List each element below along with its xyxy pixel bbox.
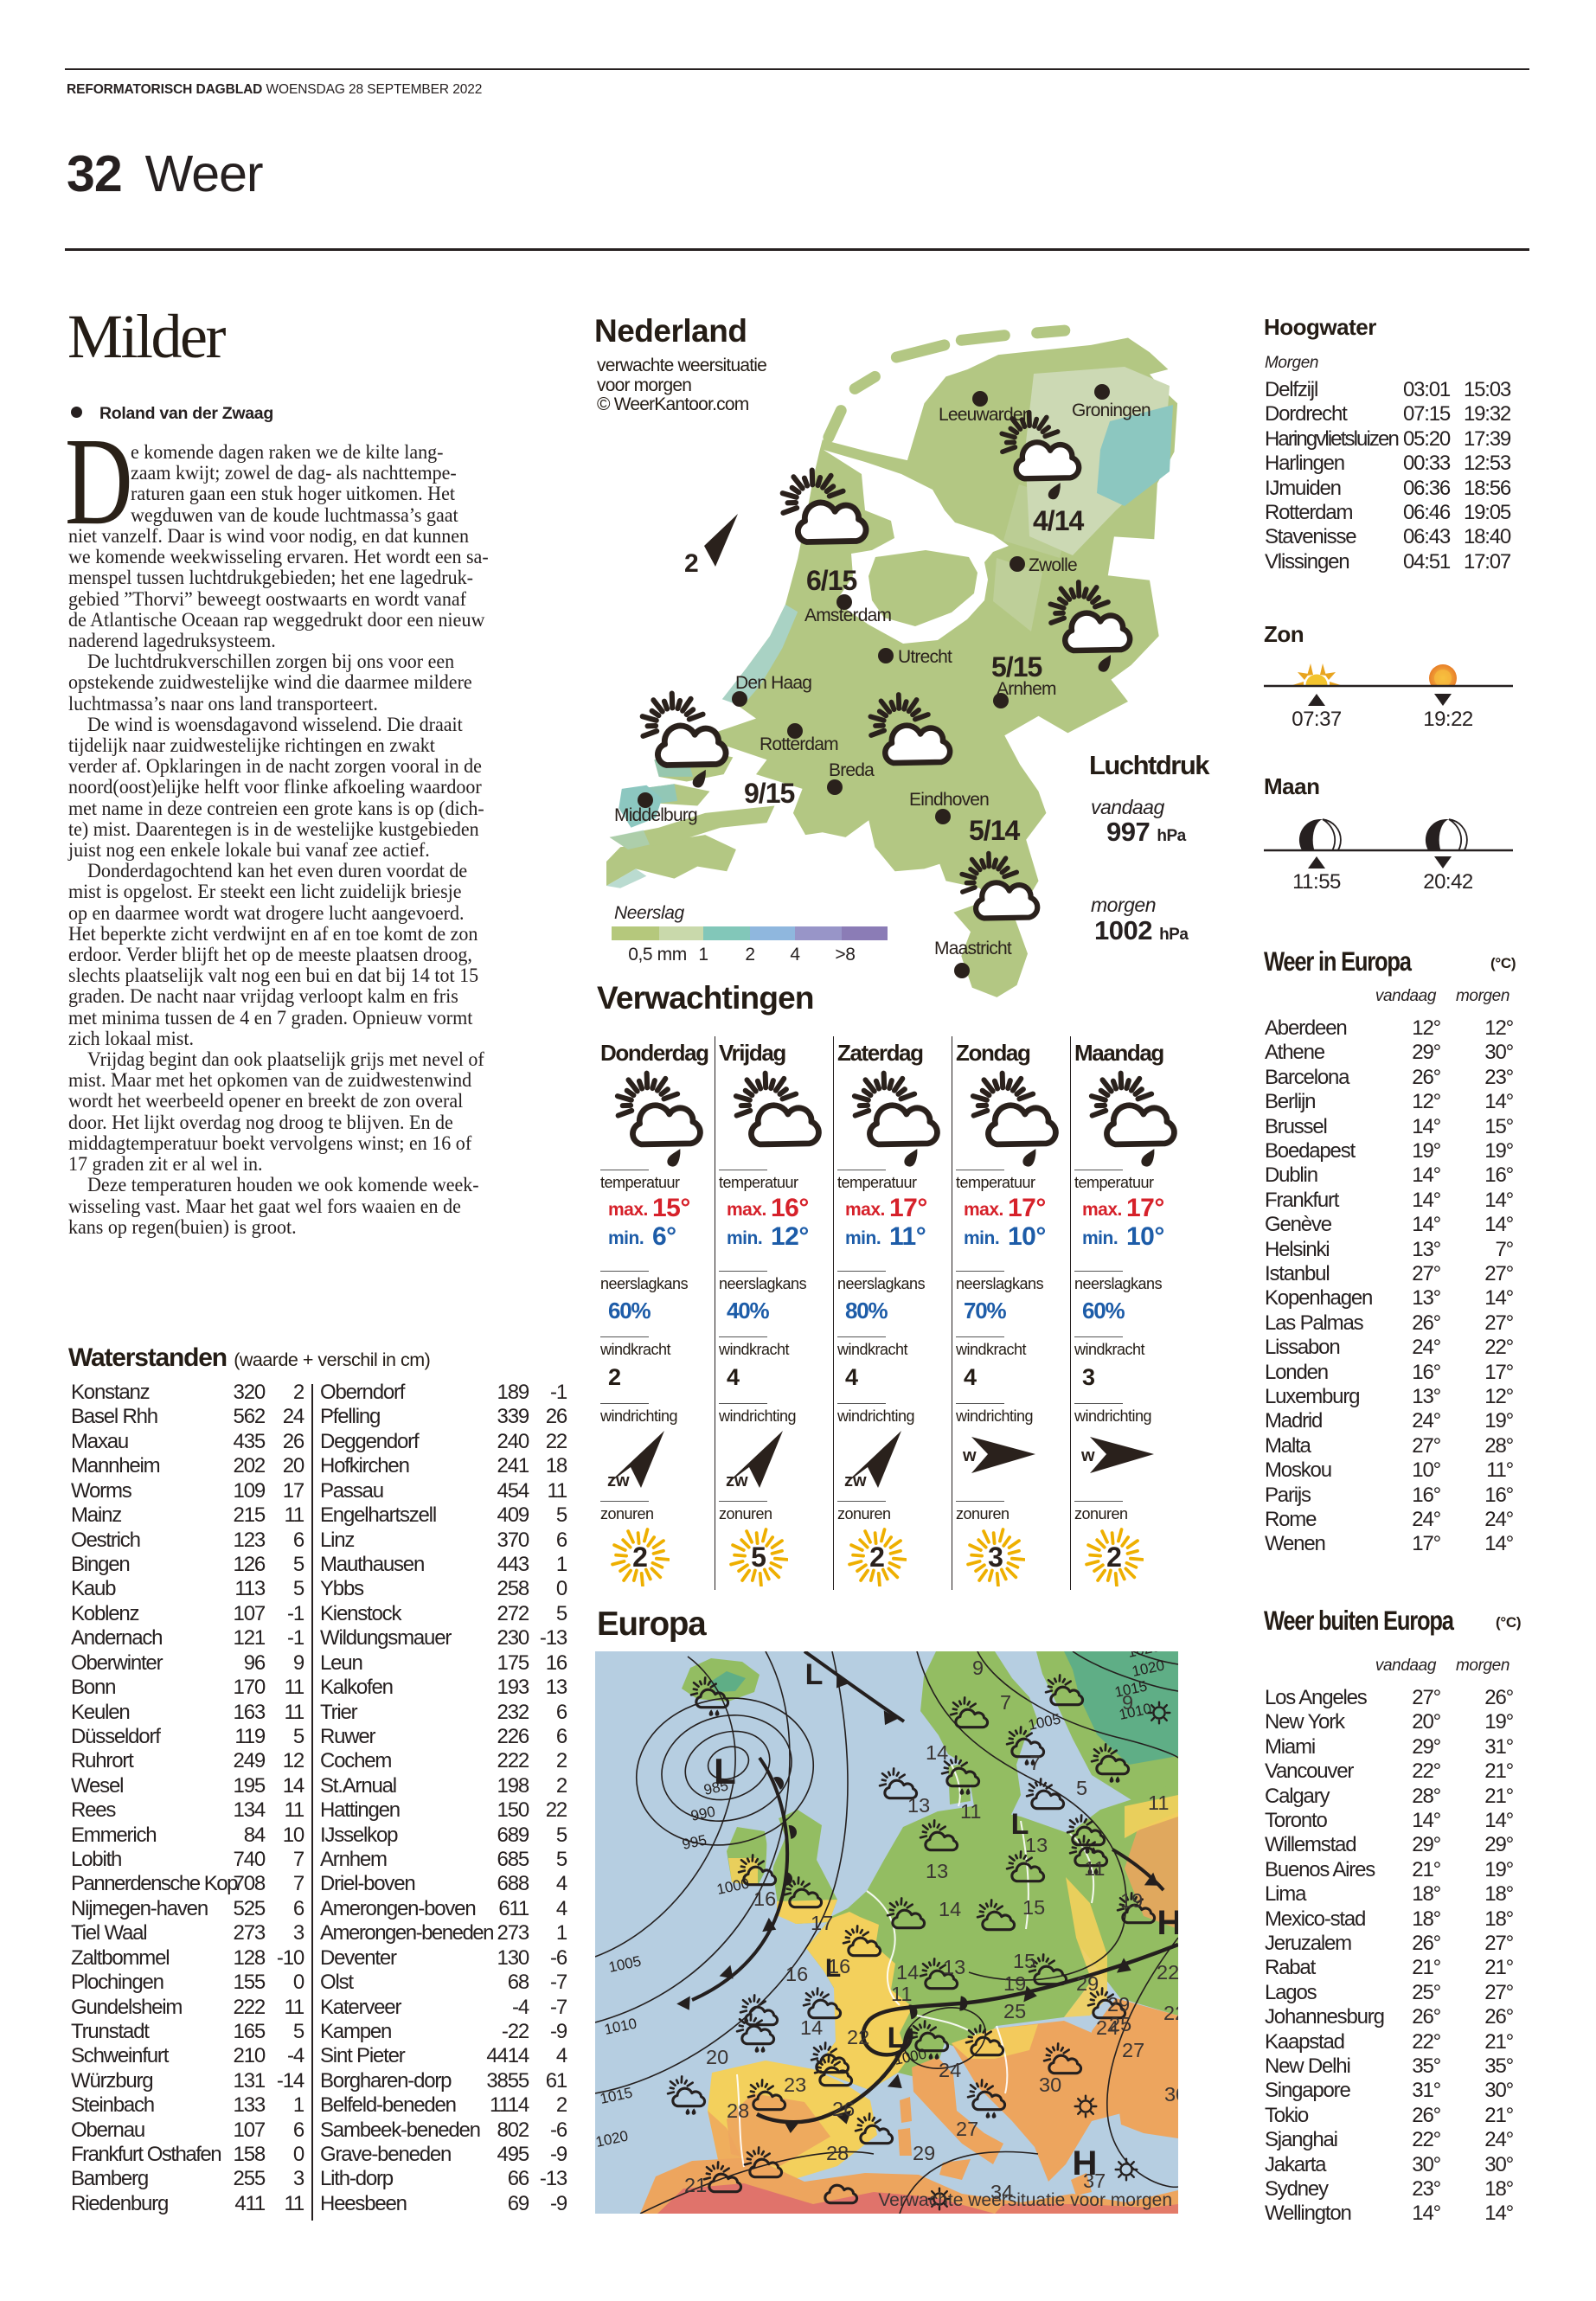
svg-text:H: H [1157,1904,1178,1942]
svg-text:zw: zw [844,1471,867,1490]
svg-text:6/15: 6/15 [806,565,856,596]
svg-text:11: 11 [1148,1791,1169,1814]
svg-text:34: 34 [990,2181,1013,2203]
svg-text:19: 19 [1003,1972,1026,1995]
svg-text:Maastricht: Maastricht [934,939,1012,958]
svg-text:5/14: 5/14 [969,815,1020,846]
svg-text:L: L [805,1658,824,1691]
svg-text:Middelburg: Middelburg [614,805,697,825]
svg-text:2: 2 [869,1541,885,1573]
svg-text:1025: 1025 [1126,1651,1162,1661]
svg-text:L: L [825,1954,841,1983]
svg-text:15: 15 [1022,1896,1045,1919]
svg-text:21: 21 [684,2174,707,2196]
svg-text:2: 2 [632,1541,648,1573]
svg-text:23: 23 [784,2073,806,2096]
svg-text:17: 17 [811,1912,833,1934]
svg-text:22: 22 [1163,2002,1178,2024]
svg-text:13: 13 [907,1794,930,1817]
svg-text:L: L [714,1751,736,1791]
svg-text:28: 28 [826,2142,849,2164]
svg-text:28: 28 [727,2099,749,2122]
svg-text:L: L [1011,1808,1029,1841]
svg-text:24: 24 [939,2059,961,2081]
svg-text:Breda: Breda [829,760,875,780]
svg-text:3: 3 [988,1541,1003,1573]
svg-text:5: 5 [1076,1777,1087,1799]
svg-text:4/14: 4/14 [1033,505,1084,536]
svg-text:Zwolle: Zwolle [1029,555,1077,575]
svg-text:5: 5 [751,1541,766,1573]
svg-text:5/15: 5/15 [991,651,1042,683]
svg-text:26: 26 [832,2098,855,2120]
svg-text:11: 11 [891,1983,912,2005]
svg-text:9: 9 [972,1657,984,1679]
svg-text:13: 13 [926,1860,948,1882]
svg-text:13: 13 [1025,1834,1048,1856]
svg-text:29: 29 [913,2142,935,2164]
svg-text:16: 16 [828,1955,850,1977]
svg-text:zw: zw [726,1471,748,1490]
svg-text:20: 20 [706,2046,728,2068]
svg-text:11: 11 [960,1800,981,1823]
svg-text:27: 27 [956,2118,978,2140]
svg-text:16: 16 [785,1963,808,1985]
svg-text:29: 29 [1107,1993,1130,2016]
svg-text:Verwachte weersituatie voor mo: Verwachte weersituatie voor morgen [878,2190,1172,2210]
svg-text:37: 37 [1083,2170,1106,2192]
svg-text:29: 29 [1076,1972,1099,1995]
svg-text:Rotterdam: Rotterdam [760,734,838,754]
svg-text:zw: zw [607,1471,630,1490]
svg-text:7: 7 [1000,1691,1011,1714]
svg-text:25: 25 [1109,2013,1131,2035]
svg-text:7: 7 [1029,1752,1041,1774]
svg-text:14: 14 [939,1898,961,1920]
svg-text:14: 14 [896,1961,919,1984]
svg-text:22: 22 [847,2026,869,2048]
svg-text:22: 22 [1157,1961,1178,1984]
svg-text:Eindhoven: Eindhoven [909,790,989,810]
svg-text:13: 13 [943,1956,965,1978]
svg-text:2: 2 [684,549,699,578]
svg-text:L: L [888,2022,906,2054]
svg-text:w: w [1080,1446,1095,1465]
svg-text:15: 15 [1013,1950,1035,1972]
svg-text:14: 14 [926,1741,948,1764]
svg-text:30: 30 [1164,2083,1178,2106]
svg-text:30: 30 [1039,2073,1061,2096]
svg-text:H: H [1073,2144,1098,2182]
svg-text:w: w [962,1446,977,1465]
svg-text:9: 9 [1122,1691,1133,1714]
svg-text:27: 27 [1122,2039,1144,2061]
svg-text:14: 14 [800,2016,823,2039]
svg-text:Den Haag: Den Haag [735,673,811,693]
svg-text:11: 11 [1084,1857,1105,1880]
svg-text:9/15: 9/15 [744,778,794,809]
svg-text:Amsterdam: Amsterdam [804,606,891,625]
svg-text:Arnhem: Arnhem [997,679,1056,699]
svg-text:Utrecht: Utrecht [898,647,952,667]
svg-text:24: 24 [1096,2016,1118,2039]
svg-text:16: 16 [753,1888,776,1910]
svg-text:Leeuwarden: Leeuwarden [939,405,1032,425]
svg-text:Groningen: Groningen [1072,401,1151,420]
svg-text:19: 19 [1120,1889,1143,1912]
svg-text:2: 2 [1106,1541,1122,1573]
svg-text:25: 25 [1003,2000,1026,2022]
